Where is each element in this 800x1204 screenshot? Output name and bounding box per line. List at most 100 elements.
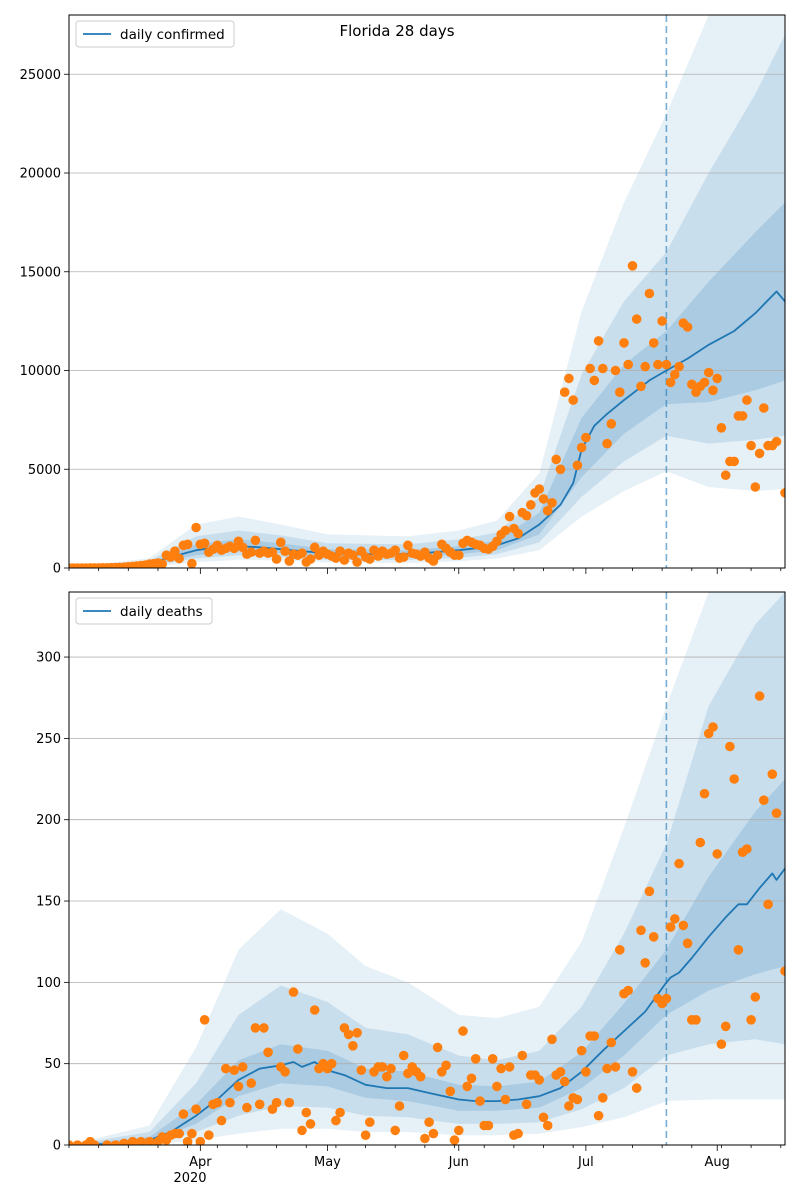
- observed-point: [276, 537, 286, 548]
- deaths-legend: daily deaths: [75, 597, 213, 625]
- observed-point: [534, 484, 545, 494]
- observed-point: [606, 419, 617, 429]
- observed-point: [420, 1133, 430, 1144]
- observed-point: [526, 500, 536, 510]
- observed-point: [568, 395, 578, 405]
- observed-point: [445, 1086, 456, 1097]
- y-tick-label: 20000: [20, 167, 61, 182]
- observed-point: [742, 395, 752, 405]
- confirmed-legend: daily confirmed: [75, 20, 235, 48]
- observed-point: [221, 1063, 231, 1074]
- observed-point: [691, 1015, 701, 1025]
- observed-point: [623, 985, 633, 996]
- observed-point: [195, 1136, 206, 1145]
- observed-point: [182, 539, 193, 550]
- observed-point: [729, 456, 739, 467]
- observed-point: [110, 1140, 121, 1145]
- observed-point: [386, 1063, 396, 1074]
- observed-point: [356, 1065, 367, 1075]
- observed-point: [631, 1083, 642, 1093]
- observed-point: [598, 363, 608, 374]
- observed-point: [89, 1140, 100, 1145]
- observed-point: [517, 1050, 528, 1061]
- observed-point: [585, 363, 595, 374]
- y-tick-label: 5000: [28, 463, 61, 478]
- observed-point: [602, 1063, 612, 1074]
- observed-point: [432, 1042, 443, 1053]
- observed-point: [297, 548, 307, 558]
- observed-point: [229, 543, 239, 554]
- observed-point: [271, 554, 282, 564]
- legend-box: [75, 20, 235, 48]
- observed-point: [521, 510, 532, 521]
- confirmed-axes: 0 5000 10000 15000 20000 25000: [20, 14, 786, 577]
- y-tick-label: 100: [36, 976, 61, 991]
- observed-point: [348, 1041, 358, 1051]
- observed-point: [551, 454, 561, 465]
- y-tick-label: 0: [53, 562, 61, 577]
- y-tick-label: 50: [44, 1057, 61, 1072]
- observed-point: [191, 522, 201, 533]
- observed-point: [555, 1067, 566, 1077]
- observed-point: [174, 553, 184, 564]
- observed-point: [187, 1128, 197, 1139]
- observed-point: [339, 555, 350, 565]
- y-tick-label: 250: [36, 732, 61, 747]
- observed-point: [496, 1063, 506, 1074]
- observed-point: [250, 1023, 261, 1033]
- outer-uncertainty-band: [69, 592, 785, 1145]
- observed-point: [288, 987, 299, 997]
- outer-uncertainty-band: [69, 15, 785, 568]
- observed-point: [492, 1081, 502, 1092]
- observed-point: [593, 1110, 604, 1121]
- observed-point: [581, 432, 591, 443]
- observed-point: [572, 460, 583, 471]
- observed-point: [593, 336, 604, 346]
- x-tick-label: Jun: [448, 1155, 469, 1170]
- mean-line: [69, 867, 785, 1145]
- observed-point: [712, 373, 722, 384]
- observed-point: [547, 1034, 557, 1045]
- observed-point: [178, 1109, 189, 1119]
- observed-point: [513, 1128, 523, 1139]
- observed-point: [712, 849, 722, 859]
- y-tick-label: 15000: [20, 265, 61, 280]
- observed-point: [670, 914, 680, 924]
- observed-point: [555, 464, 566, 475]
- chart-title: Florida 28 days: [339, 22, 454, 40]
- observed-point: [559, 1076, 570, 1087]
- observed-point: [631, 314, 642, 324]
- observed-point: [538, 1112, 549, 1123]
- observed-point: [780, 488, 785, 498]
- observed-point: [233, 1081, 244, 1092]
- observed-point: [576, 1045, 587, 1056]
- observed-point: [136, 1136, 146, 1145]
- observed-point: [492, 536, 502, 547]
- observed-point: [729, 774, 739, 784]
- observed-point: [559, 387, 570, 398]
- deaths-observed-points: [69, 691, 785, 1145]
- observed-point: [648, 338, 659, 348]
- observed-point: [127, 1136, 138, 1145]
- observed-point: [725, 741, 735, 752]
- plot-area-frame: [68, 591, 786, 1146]
- observed-point: [699, 377, 710, 388]
- observed-point: [589, 1031, 600, 1041]
- observed-point: [428, 1128, 439, 1139]
- observed-point: [250, 535, 261, 546]
- observed-point: [513, 528, 523, 539]
- observed-point: [483, 1120, 494, 1131]
- observed-point: [326, 1058, 337, 1069]
- observed-point: [458, 1026, 468, 1036]
- observed-point: [619, 338, 629, 348]
- observed-point: [254, 1099, 265, 1110]
- observed-point: [390, 545, 401, 555]
- x-axis-year-label: 2020: [173, 1171, 206, 1186]
- observed-point: [653, 359, 663, 370]
- observed-point: [187, 558, 197, 568]
- observed-point: [733, 945, 744, 955]
- deaths-panel: 0 50 100 150 200 250 300 Apr May Jun Jul Aug daily …: [36, 591, 786, 1186]
- deaths-axes: 0 50 100 150 200 250 300 Apr May Jun Jul Aug: [36, 591, 786, 1170]
- observed-point: [610, 365, 621, 376]
